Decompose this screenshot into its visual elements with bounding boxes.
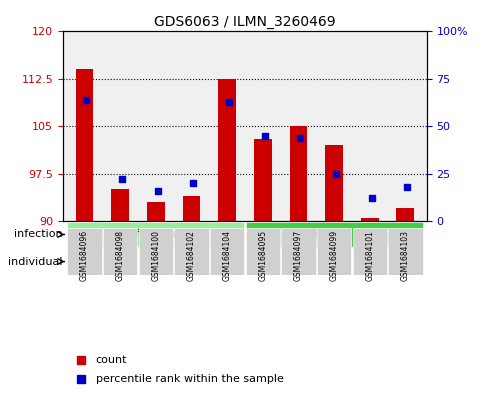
Text: no virus control: no virus control (290, 230, 377, 239)
FancyBboxPatch shape (245, 222, 422, 247)
FancyBboxPatch shape (67, 222, 244, 247)
FancyBboxPatch shape (317, 250, 350, 274)
FancyBboxPatch shape (281, 228, 315, 275)
Bar (289, 126, 307, 221)
Bar (182, 196, 200, 221)
Bar (147, 202, 165, 221)
FancyBboxPatch shape (317, 228, 350, 275)
FancyBboxPatch shape (245, 250, 279, 274)
FancyBboxPatch shape (138, 228, 172, 275)
Text: donor 5: donor 5 (389, 257, 421, 266)
Text: donor 4: donor 4 (353, 257, 385, 266)
Text: GSM1684098: GSM1684098 (115, 230, 124, 281)
Bar (360, 218, 378, 221)
Bar (76, 69, 93, 221)
FancyBboxPatch shape (388, 250, 422, 274)
Bar (324, 145, 342, 221)
FancyBboxPatch shape (210, 250, 244, 274)
Text: GSM1684097: GSM1684097 (293, 230, 302, 281)
FancyBboxPatch shape (245, 228, 279, 275)
Text: GSM1684103: GSM1684103 (400, 230, 409, 281)
Text: individual: individual (8, 257, 62, 266)
FancyBboxPatch shape (388, 228, 422, 275)
FancyBboxPatch shape (352, 228, 386, 275)
Text: donor 1: donor 1 (246, 257, 278, 266)
Bar (218, 79, 236, 221)
Text: donor 2: donor 2 (104, 257, 136, 266)
Title: GDS6063 / ILMN_3260469: GDS6063 / ILMN_3260469 (154, 15, 335, 29)
FancyBboxPatch shape (174, 228, 208, 275)
Text: count: count (95, 354, 127, 365)
Text: percentile rank within the sample: percentile rank within the sample (95, 374, 283, 384)
FancyBboxPatch shape (67, 250, 101, 274)
Text: donor 3: donor 3 (317, 257, 349, 266)
Text: donor 5: donor 5 (211, 257, 243, 266)
FancyBboxPatch shape (138, 250, 172, 274)
Text: GSM1684099: GSM1684099 (329, 230, 338, 281)
Text: infection: infection (14, 230, 62, 239)
FancyBboxPatch shape (103, 250, 137, 274)
Text: GSM1684100: GSM1684100 (151, 230, 160, 281)
Text: GSM1684101: GSM1684101 (364, 230, 374, 281)
FancyBboxPatch shape (174, 250, 208, 274)
Text: donor 1: donor 1 (68, 257, 100, 266)
FancyBboxPatch shape (210, 228, 244, 275)
Text: donor 3: donor 3 (139, 257, 172, 266)
FancyBboxPatch shape (67, 228, 101, 275)
Text: donor 4: donor 4 (175, 257, 207, 266)
Text: influenza A: influenza A (124, 230, 186, 239)
Bar (253, 139, 271, 221)
Text: donor 2: donor 2 (282, 257, 314, 266)
Bar (396, 208, 413, 221)
Text: GSM1684095: GSM1684095 (257, 230, 267, 281)
Bar (111, 189, 129, 221)
FancyBboxPatch shape (281, 250, 315, 274)
Text: GSM1684104: GSM1684104 (222, 230, 231, 281)
Text: GSM1684102: GSM1684102 (186, 230, 196, 281)
FancyBboxPatch shape (103, 228, 137, 275)
Text: GSM1684096: GSM1684096 (80, 230, 89, 281)
FancyBboxPatch shape (352, 250, 386, 274)
